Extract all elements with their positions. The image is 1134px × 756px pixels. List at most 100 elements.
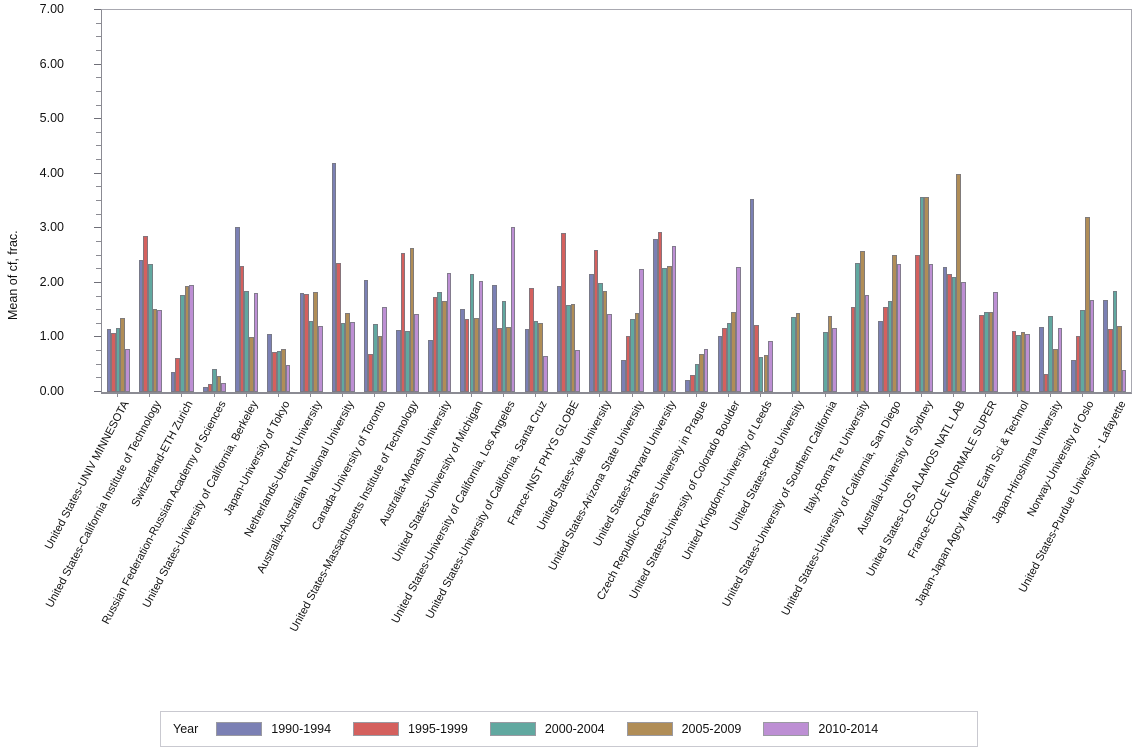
x-tick-label-text: Russian Federation-Russian Academy of Sc…: [99, 399, 229, 627]
x-tick-label-text: United States-Rice University: [728, 399, 807, 534]
bar: [795, 312, 801, 392]
bar-series-container: [102, 10, 1131, 392]
x-tick-label-text: Australia-Australian National University: [255, 399, 357, 576]
bar: [157, 310, 162, 392]
bar: [924, 196, 929, 392]
bar: [124, 349, 130, 392]
bar: [244, 291, 249, 392]
legend-swatch: [489, 722, 536, 736]
bar: [657, 232, 663, 392]
x-tick-label-text: Japan-University of Tokyo: [221, 399, 293, 518]
y-tick-minor: [96, 240, 101, 242]
bar: [111, 332, 116, 392]
bar: [1103, 299, 1108, 392]
bar: [1025, 333, 1030, 392]
bar: [731, 311, 736, 392]
bar: [575, 349, 580, 392]
bar: [791, 316, 796, 392]
x-tick-label-text: United States-University of California, …: [389, 399, 518, 626]
bar: [276, 350, 282, 392]
legend-swatch: [216, 722, 263, 736]
x-tick-label-text: United Kingdom-University of Leeds: [680, 399, 775, 563]
y-tick-minor: [96, 200, 101, 201]
y-tick-major: [94, 172, 101, 174]
y-tick-major: [94, 391, 101, 392]
bar: [634, 312, 640, 392]
bar: [928, 263, 934, 392]
bar: [382, 307, 387, 392]
bar: [175, 358, 181, 392]
bar: [561, 233, 566, 392]
bar: [428, 340, 433, 392]
y-tick-label: 2.00: [39, 274, 64, 289]
bar: [850, 307, 856, 392]
y-tick-minor: [96, 49, 101, 51]
bar: [694, 363, 700, 392]
bar: [189, 285, 194, 392]
bar: [253, 293, 259, 392]
bar: [143, 236, 148, 392]
bar: [763, 354, 769, 392]
y-tick-minor: [96, 268, 101, 270]
legend-item[interactable]: 2010-2014: [763, 722, 878, 736]
bar: [373, 324, 378, 392]
bar: [1089, 299, 1095, 392]
legend-swatch: [763, 722, 810, 736]
bar: [1108, 329, 1113, 392]
y-tick-minor: [96, 213, 101, 215]
y-tick-minor: [96, 363, 101, 365]
bar: [1085, 216, 1090, 392]
bar: [1011, 331, 1017, 392]
legend-item[interactable]: 1990-1994: [216, 722, 331, 736]
x-tick-label-text: Australia-University of Sydney: [854, 399, 936, 537]
y-tick-minor: [96, 159, 101, 161]
bar: [607, 313, 612, 392]
bar: [543, 355, 548, 392]
bar: [919, 197, 925, 392]
legend-label: 1990-1994: [271, 722, 332, 736]
y-tick-label: 5.00: [39, 111, 64, 126]
bar: [170, 372, 176, 392]
y-tick-major: [94, 281, 101, 283]
bar: [538, 322, 543, 392]
y-axis: 0.00 1.00 2.00 3.00 4.00 5.00 6.00 7.00: [0, 0, 101, 400]
bar: [317, 325, 323, 392]
y-tick-minor: [96, 350, 101, 352]
bar: [313, 291, 318, 392]
bar: [556, 285, 562, 392]
bar: [308, 321, 314, 392]
x-tick-label-text: Norway-University of Oslo: [1025, 399, 1097, 519]
bar: [464, 318, 470, 392]
bar: [947, 274, 952, 392]
bar: [267, 333, 272, 392]
y-tick-minor: [96, 377, 101, 379]
bar: [345, 313, 351, 392]
y-tick-minor: [96, 322, 101, 324]
bar: [625, 336, 631, 392]
legend-swatch: [626, 722, 673, 736]
bar: [1080, 310, 1086, 392]
bar: [331, 163, 337, 392]
bar: [409, 248, 415, 392]
bar: [152, 308, 158, 392]
bar: [340, 323, 346, 392]
y-tick-label: 4.00: [39, 165, 64, 180]
legend-item[interactable]: 2005-2009: [626, 722, 741, 736]
bar: [896, 263, 902, 392]
bar: [120, 317, 125, 392]
y-tick-minor: [96, 254, 101, 256]
x-tick-label-text: Czech Republic-Charles University in Pra…: [594, 399, 711, 603]
plot-area: [101, 9, 1132, 394]
bar: [892, 255, 897, 392]
bar: [1121, 369, 1127, 392]
bar: [951, 276, 957, 392]
bar: [184, 285, 190, 392]
bar: [377, 336, 383, 392]
chart-legend: Year 1990-1994 1995-1999 2000-2004 2005-200…: [160, 711, 978, 747]
x-tick-label-text: Australia-Monash University: [377, 399, 454, 528]
bar: [653, 238, 658, 392]
bar: [864, 294, 870, 392]
legend-item[interactable]: 1995-1999: [353, 722, 468, 736]
legend-item[interactable]: 2000-2004: [489, 722, 605, 736]
bar: [1057, 328, 1063, 392]
